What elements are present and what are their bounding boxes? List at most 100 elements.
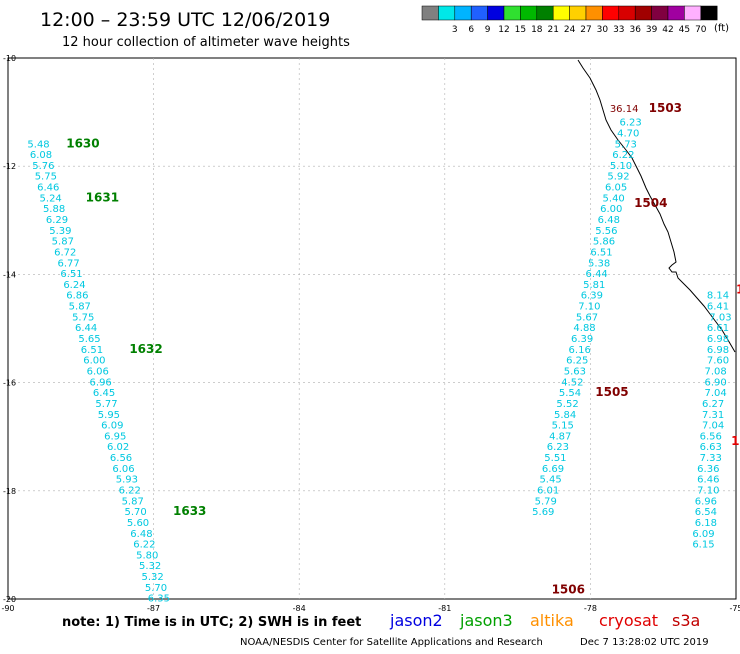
lon-tick-label: -75: [729, 604, 740, 613]
swh-value-cryosat: 4.70: [617, 128, 639, 139]
scale-tick-label: 15: [515, 25, 526, 35]
swh-value-cryosat: 4.52: [561, 377, 583, 388]
swh-value-cryosat: 5.92: [607, 172, 629, 183]
swh-value-jason3: 6.02: [107, 442, 129, 453]
swh-value-s3a: 6.15: [692, 540, 714, 551]
swh-value-jason3: 6.96: [90, 377, 112, 388]
swh-value-cryosat: 6.51: [590, 247, 612, 258]
scale-swatch: [520, 5, 538, 21]
swh-value-cryosat: 5.69: [532, 507, 554, 518]
scale-swatch: [503, 5, 521, 21]
swh-value-jason3: 6.44: [75, 323, 97, 334]
legend-s3a: s3a: [672, 611, 700, 630]
swh-value-jason3: 5.80: [136, 550, 158, 561]
swh-value-jason3: 6.35: [148, 594, 170, 605]
swh-value-cryosat: 7.10: [578, 302, 600, 313]
legend-jason2: jason2: [389, 611, 443, 630]
swh-value-jason3: 6.95: [104, 431, 126, 442]
scale-tick-label: 6: [468, 25, 474, 35]
scale-unit-label: (ft): [714, 23, 729, 34]
swh-value-jason3: 6.08: [30, 150, 52, 161]
scale-swatch: [552, 5, 570, 21]
swh-values-layer: 5.486.085.765.756.465.245.886.295.395.87…: [27, 104, 731, 605]
swh-value-cryosat: 6.25: [566, 356, 588, 367]
scale-swatch: [667, 5, 685, 21]
swh-value-cryosat: 5.10: [610, 161, 632, 172]
lat-tick-label: -18: [3, 487, 16, 496]
pass-time-jason3: 1631: [86, 190, 119, 204]
swh-value-jason3: 5.76: [32, 161, 54, 172]
swh-value-jason3: 5.60: [127, 518, 149, 529]
swh-value-jason3: 6.51: [60, 269, 82, 280]
pass-time-cryosat: 1503: [649, 101, 682, 115]
swh-value-jason3: 5.70: [145, 583, 167, 594]
swh-value-s3a: 6.46: [697, 475, 719, 486]
swh-value-jason3: 5.32: [141, 572, 163, 583]
scale-tick-label: 36: [629, 25, 641, 35]
swh-value-cryosat: 4.87: [549, 431, 571, 442]
swh-value-jason3: 6.86: [66, 291, 88, 302]
pass-time-cryosat: 1505: [595, 385, 628, 399]
scale-swatch: [585, 5, 603, 21]
swh-value-cryosat: 6.22: [612, 150, 634, 161]
swh-value-cryosat: 6.44: [586, 269, 608, 280]
scale-tick-label: 3: [452, 25, 458, 35]
scale-swatch: [421, 5, 439, 21]
scale-tick-label: 45: [679, 25, 690, 35]
scale-swatch: [536, 5, 554, 21]
swh-value-s3a: 6.63: [700, 442, 722, 453]
swh-value-cryosat: 6.48: [598, 215, 620, 226]
pass-time-cryosat: 1504: [634, 196, 667, 210]
swh-value-s3a: 6.09: [692, 529, 714, 540]
swh-value-jason3: 6.24: [63, 280, 85, 291]
swh-value-cryosat: 5.52: [556, 399, 578, 410]
scale-tick-label: 30: [597, 25, 609, 35]
swh-value-cryosat: 6.39: [571, 334, 593, 345]
swh-value-cryosat: 5.84: [554, 410, 576, 421]
swh-value-jason3: 5.48: [27, 139, 49, 150]
pass-time-cryosat: 1506: [552, 583, 585, 597]
swh-value-cryosat: 5.63: [564, 366, 586, 377]
swh-value-cryosat: 5.73: [615, 139, 637, 150]
swh-value-s3a: 6.54: [695, 507, 717, 518]
swh-value-jason3: 5.87: [69, 302, 91, 313]
swh-value-s3a: 6.27: [702, 399, 724, 410]
scale-tick-label: 70: [695, 25, 707, 35]
swh-value-jason3: 6.22: [133, 540, 155, 551]
swh-value-jason3: 5.75: [35, 172, 57, 183]
swh-value-jason3: 6.06: [112, 464, 134, 475]
lon-tick-label: -90: [1, 604, 14, 613]
swh-value-s3a: 6.98: [707, 345, 729, 356]
coastline-peru: [577, 59, 736, 353]
pass-time-s3a: 160: [736, 282, 740, 296]
page-title: 12:00 – 23:59 UTC 12/06/2019: [40, 9, 330, 31]
scale-swatch: [470, 5, 488, 21]
swh-value-s3a: 6.98: [707, 334, 729, 345]
scale-tick-label: 18: [531, 25, 543, 35]
lon-tick-label: -78: [584, 604, 597, 613]
swh-value-jason3: 5.77: [95, 399, 117, 410]
swh-value-cryosat: 36.14: [610, 104, 639, 115]
footer-note: note: 1) Time is in UTC; 2) SWH is in fe…: [62, 615, 361, 630]
pass-time-labels-layer: 1630 1631 1632 1633 1503 1504 1505 1506 160 1606: [66, 101, 740, 596]
scale-swatch: [438, 5, 456, 21]
swh-value-jason3: 5.39: [49, 226, 71, 237]
swh-value-jason3: 6.46: [37, 183, 59, 194]
swh-value-cryosat: 5.79: [535, 496, 557, 507]
swh-value-jason3: 5.87: [52, 237, 74, 248]
scale-swatch: [454, 5, 472, 21]
footer-credit: NOAA/NESDIS Center for Satellite Applica…: [240, 637, 543, 648]
swh-value-jason3: 5.75: [72, 312, 94, 323]
pass-time-s3a: 1606: [731, 434, 740, 448]
swh-value-jason3: 6.09: [101, 421, 123, 432]
scale-tick-label: 21: [547, 25, 558, 35]
swh-value-s3a: 6.56: [700, 431, 722, 442]
swh-value-cryosat: 5.56: [595, 226, 617, 237]
swh-value-jason3: 6.45: [93, 388, 115, 399]
pass-time-jason3: 1633: [173, 504, 206, 518]
legend-cryosat: cryosat: [599, 611, 658, 630]
swh-value-s3a: 7.33: [700, 453, 722, 464]
swh-value-cryosat: 6.39: [581, 291, 603, 302]
scale-swatch: [700, 5, 718, 21]
